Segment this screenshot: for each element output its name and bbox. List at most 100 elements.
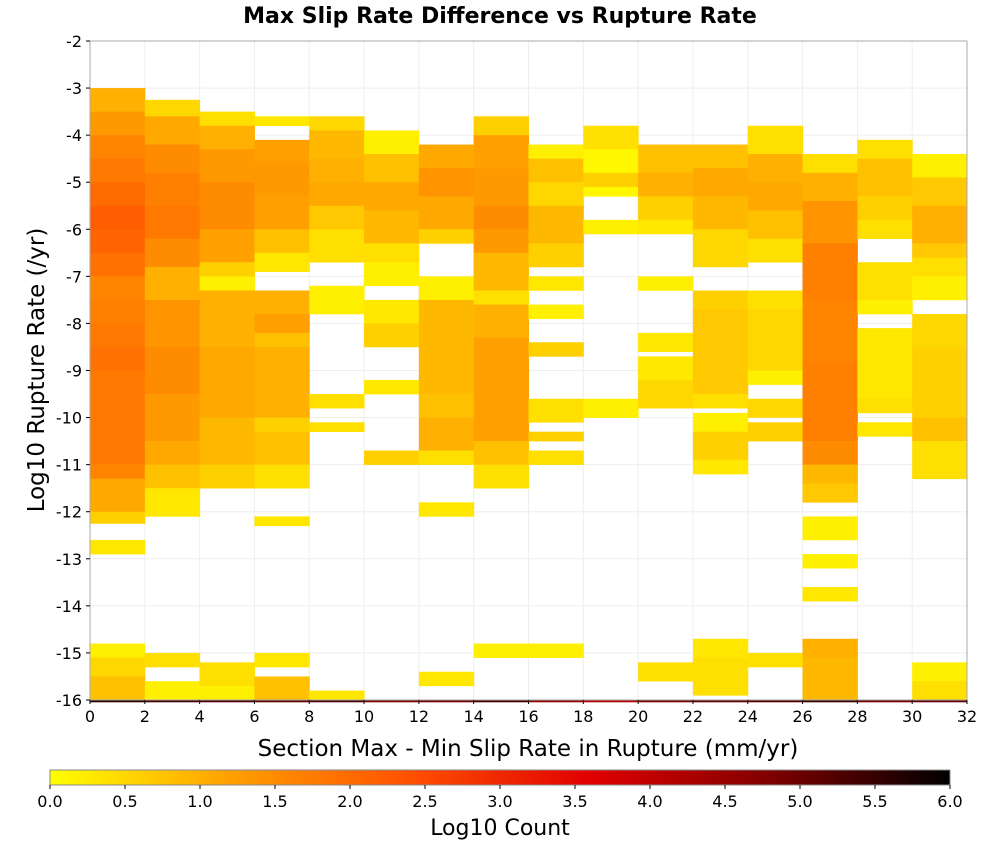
heatmap-cell [254,676,310,701]
heatmap-cell [254,346,310,418]
heatmap-cell [857,422,913,437]
heatmap-cell [254,431,310,465]
heatmap-cell [583,125,639,150]
colorbar-tick-label: 1.5 [262,792,287,811]
x-tick-label: 26 [792,707,812,726]
heatmap-cell [747,309,804,338]
heatmap-cell [692,309,749,395]
y-tick-label: -15 [56,644,82,663]
heatmap-cell [747,182,804,211]
heatmap-cell [692,700,749,703]
heatmap-cell [90,276,146,301]
y-axis-label: Log10 Rupture Rate (/yr) [24,228,50,513]
heatmap-cell [199,262,255,277]
heatmap-cell [199,290,255,348]
heatmap-cell [638,700,694,703]
heatmap-cell [692,168,749,197]
x-tick-label: 16 [518,707,538,726]
heatmap-cell [692,657,749,696]
heatmap-cell [199,125,255,150]
heatmap-cell [90,205,146,230]
y-tick-label: -9 [66,362,82,381]
heatmap-cell [528,304,584,320]
x-axis-ticks: 0 2 4 6 8 10 12 14 16 18 20 22 24 26 28 30 32 [85,700,977,726]
heatmap-cell [90,88,146,112]
heatmap-cell [199,276,255,291]
heatmap-cell [418,417,475,451]
heatmap-cell [309,422,365,432]
heatmap-cell [857,700,913,703]
heatmap-cell [90,323,146,348]
heatmap-cell [802,299,858,362]
heatmap-cell [309,394,365,409]
heatmap-cell [747,125,804,155]
heatmap-cell [912,205,968,244]
heatmap-cell [90,676,146,701]
heatmap-cell [912,276,968,301]
heatmap-cell [802,464,858,484]
y-tick-label: -5 [66,173,82,192]
heatmap-cell [528,243,584,268]
heatmap-cell [199,149,255,183]
heatmap-cell [473,168,529,207]
heatmap-cell [802,657,858,701]
colorbar-tick-label: 3.0 [487,792,512,811]
heatmap-cell [692,196,749,230]
heatmap-cell [473,337,529,442]
heatmap-cell [90,539,146,555]
colorbar [49,769,951,786]
heatmap-cell [418,450,475,465]
heatmap-cell [473,229,529,254]
heatmap-cell [747,370,804,385]
x-tick-label: 14 [464,707,484,726]
heatmap-cell [364,262,420,287]
heatmap-cell [90,182,146,207]
y-tick-label: -6 [66,220,82,239]
heatmap-cell [473,643,529,658]
heatmap-cell [309,229,365,263]
heatmap-cell [199,700,255,703]
heatmap-cell [309,130,365,159]
x-tick-label: 0 [85,707,95,726]
heatmap-cell [802,243,858,301]
colorbar-tick-label: 4.0 [637,792,662,811]
heatmap-cell [583,398,639,418]
colorbar-tick-label: 2.0 [337,792,362,811]
colorbar-tick-label: 5.5 [862,792,887,811]
x-tick-label: 22 [683,707,703,726]
heatmap-cell [638,379,694,409]
heatmap-cell [144,681,201,701]
heatmap-cell [692,394,749,409]
heatmap-cell [747,652,804,668]
heatmap-cell [90,478,146,513]
heatmap-cell [747,153,804,183]
heatmap-cell [802,483,858,503]
colorbar-tick-label: 3.5 [562,792,587,811]
heatmap-cell [528,342,584,357]
heatmap-cell [528,431,584,442]
heatmap-cell [802,516,858,541]
y-tick-label: -16 [56,691,82,710]
heatmap-cell [638,356,694,381]
x-tick-label: 12 [409,707,429,726]
heatmap-cell [144,700,201,703]
colorbar-tick-label: 4.5 [712,792,737,811]
heatmap-cell [747,700,804,703]
heatmap-cell [528,205,584,244]
colorbar-tick-label: 5.0 [787,792,812,811]
y-axis-ticks: -2 -3 -4 -5 -6 -7 -8 -9 -10 -11 -12 -13 -14 -15 -16 [56,32,90,710]
heatmap-cell [144,172,201,207]
x-tick-label: 30 [902,707,922,726]
x-tick-label: 28 [847,707,867,726]
heatmap-cell [144,394,201,442]
heatmap-cell [309,205,365,230]
heatmap-cell [364,700,420,703]
heatmap-cell [747,290,804,310]
heatmap-cell [199,662,255,687]
heatmap-cell [254,252,310,272]
colorbar-label: Log10 Count [430,816,570,841]
heatmap-cell [144,346,201,395]
heatmap-cell [473,700,529,703]
heatmap-cell [638,662,694,682]
